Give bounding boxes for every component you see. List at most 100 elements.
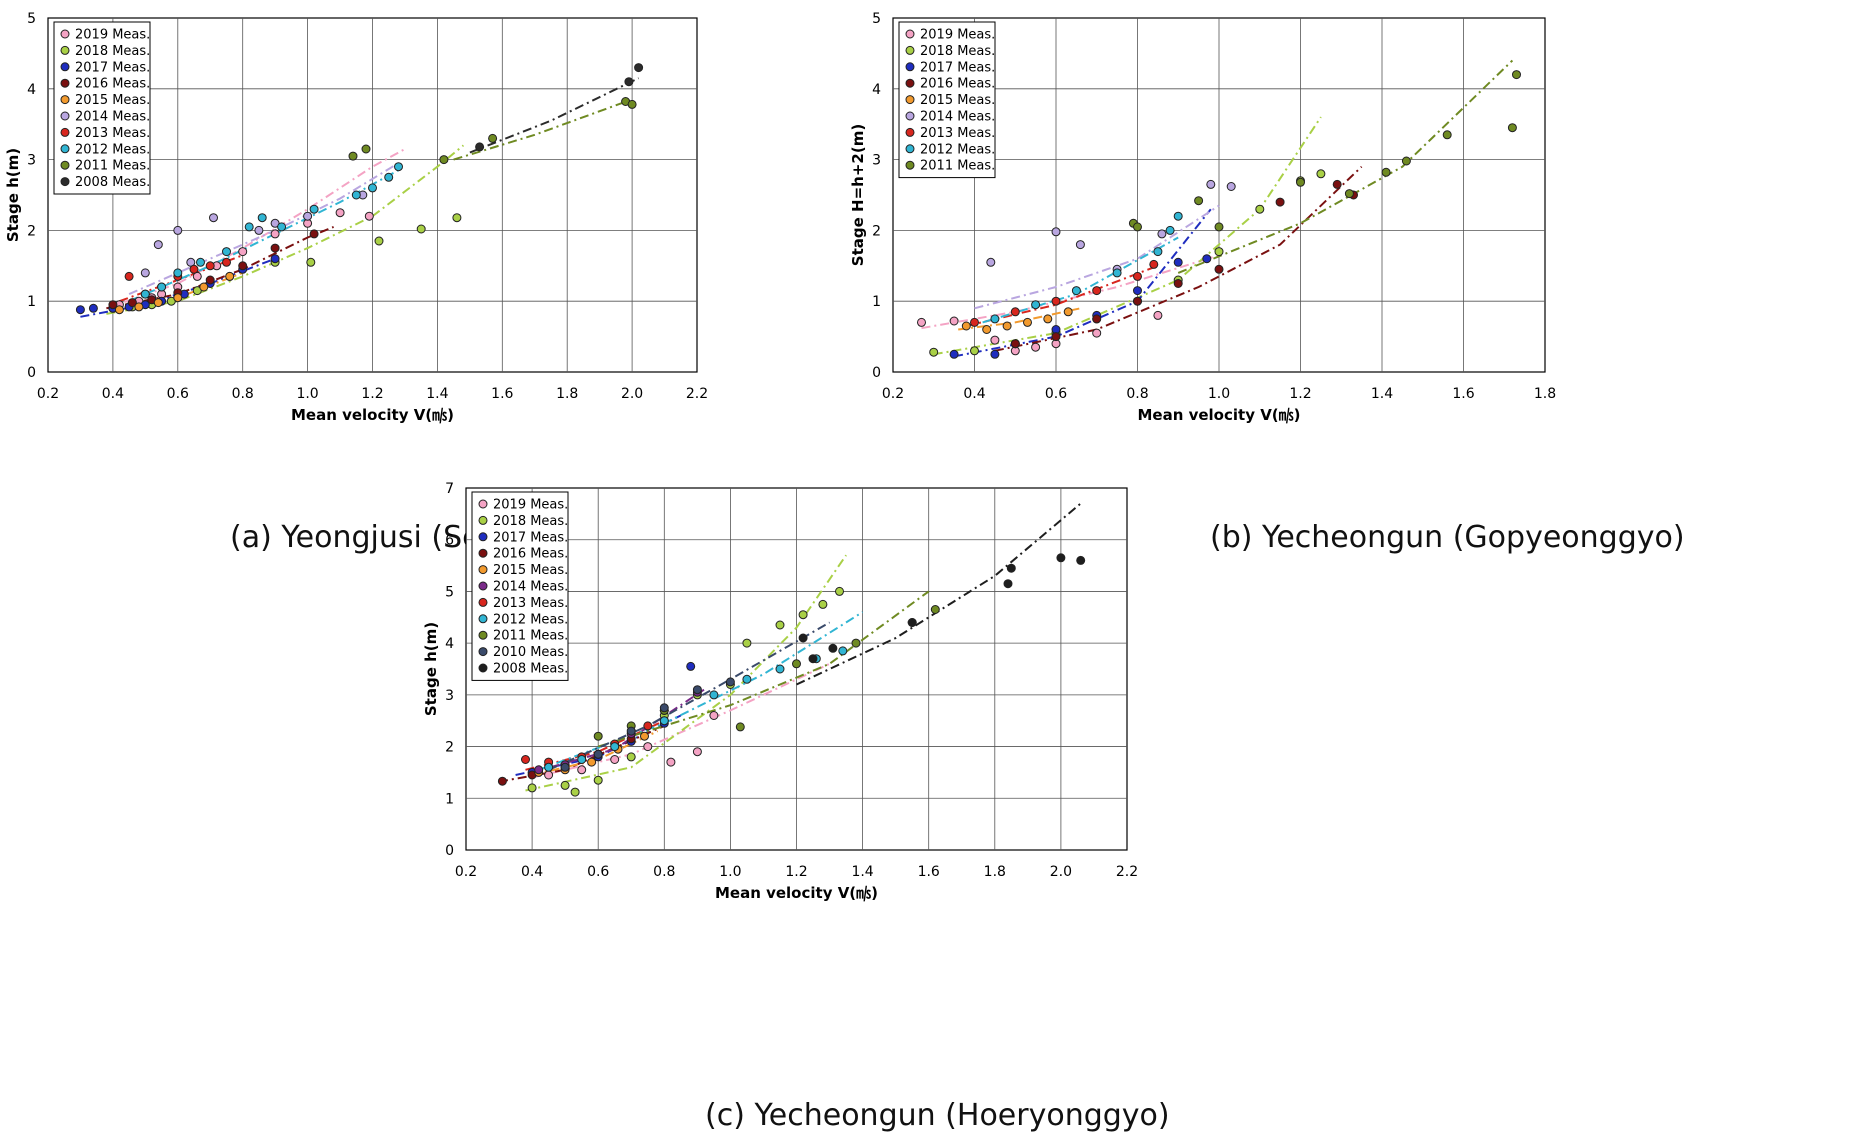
data-point xyxy=(792,659,801,669)
fit-curve xyxy=(531,662,831,779)
data-point xyxy=(970,346,979,356)
legend-marker xyxy=(478,565,488,575)
data-point xyxy=(475,142,485,152)
legend-entry: 2019 Meas. xyxy=(920,28,995,43)
data-point xyxy=(1023,317,1032,327)
data-point xyxy=(124,271,134,281)
legend-marker xyxy=(905,95,915,105)
data-point xyxy=(497,776,507,786)
data-point xyxy=(990,314,1000,324)
legend-entry: 2018 Meas. xyxy=(920,44,995,59)
x-tick-label: 0.6 xyxy=(167,386,189,402)
y-tick-label: 6 xyxy=(445,533,454,549)
data-point xyxy=(189,264,199,274)
legend-marker xyxy=(60,62,70,72)
data-point xyxy=(416,224,426,234)
x-tick-label: 1.8 xyxy=(984,864,1006,880)
data-point xyxy=(808,654,818,664)
legend-marker xyxy=(478,581,488,591)
data-point xyxy=(1214,264,1224,274)
legend-entry: 2017 Meas. xyxy=(493,530,568,545)
data-point xyxy=(534,765,544,775)
data-point xyxy=(1512,70,1521,80)
data-point xyxy=(1173,211,1183,221)
data-point xyxy=(835,586,844,596)
y-tick-label: 3 xyxy=(445,688,454,704)
data-point xyxy=(351,190,361,200)
data-point xyxy=(735,722,745,732)
data-point xyxy=(1173,279,1183,288)
data-point xyxy=(309,229,319,239)
legend-entry: 2013 Meas. xyxy=(493,596,568,611)
data-point xyxy=(1165,225,1175,235)
legend-entry: 2016 Meas. xyxy=(493,547,568,562)
x-tick-label: 0.4 xyxy=(963,386,985,402)
data-point xyxy=(277,222,287,232)
data-point xyxy=(577,765,587,775)
data-point xyxy=(488,133,498,143)
data-point xyxy=(306,257,316,267)
data-point xyxy=(1092,328,1102,338)
x-axis-label: Mean velocity V(㎧) xyxy=(291,406,454,424)
data-point xyxy=(270,229,280,239)
data-point xyxy=(225,271,235,281)
data-point xyxy=(196,257,205,267)
data-point xyxy=(1507,123,1517,133)
legend-marker xyxy=(905,160,915,170)
fit-curve xyxy=(597,590,930,748)
data-point xyxy=(907,618,917,627)
legend-entry: 2018 Meas. xyxy=(75,44,150,59)
x-tick-label: 0.2 xyxy=(37,386,59,402)
data-point xyxy=(209,213,218,223)
data-point xyxy=(930,605,940,614)
data-point xyxy=(222,257,231,267)
y-tick-label: 0 xyxy=(445,843,454,859)
data-point xyxy=(1112,268,1122,278)
data-point xyxy=(692,685,702,695)
data-point xyxy=(1157,229,1167,239)
legend-marker xyxy=(478,597,488,607)
chart-c-svg: 0.2 0.4 0.6 0.8 1.0 1.2 1.4 1.6 1.8 2.0 2.2 0 1 2 3 4 5 6… xyxy=(422,481,1138,902)
legend-marker xyxy=(478,630,488,640)
data-point xyxy=(544,762,554,772)
chart-panel-b: 0.2 0.4 0.6 0.8 1.0 1.2 1.4 1.6 1.8 0 1 2 3 4 5 Mean ve… xyxy=(849,0,1737,580)
legend-box xyxy=(898,21,996,179)
data-point xyxy=(374,236,384,246)
x-tick-label: 1.2 xyxy=(1289,386,1311,402)
legend-marker xyxy=(478,499,488,509)
x-tick-label: 0.4 xyxy=(102,386,124,402)
data-point xyxy=(1442,130,1452,140)
chart-panel-a: 0.2 0.4 0.6 0.8 1.0 1.2 1.4 1.6 1.8 2.0 2.2 0 1 2 3 4 5 M… xyxy=(0,0,880,580)
data-point xyxy=(610,742,620,752)
data-point xyxy=(1206,179,1216,189)
data-point xyxy=(626,752,636,762)
data-point xyxy=(949,349,959,359)
data-point xyxy=(1006,563,1016,573)
data-point xyxy=(742,674,752,684)
data-point xyxy=(361,144,371,154)
data-point xyxy=(593,775,603,785)
fit-curve xyxy=(106,144,465,315)
data-point xyxy=(1133,286,1142,296)
x-tick-label: 0.6 xyxy=(1045,386,1067,402)
data-point xyxy=(798,610,808,620)
data-point xyxy=(986,257,996,267)
data-point xyxy=(1071,286,1081,296)
data-point xyxy=(157,282,167,292)
data-point xyxy=(593,731,603,741)
legend-marker xyxy=(60,127,70,137)
data-point xyxy=(108,300,118,310)
data-point xyxy=(990,335,1000,345)
legend-marker xyxy=(478,647,488,657)
legend-entry: 2016 Meas. xyxy=(920,77,995,92)
y-tick-label: 1 xyxy=(872,294,881,310)
data-point xyxy=(238,261,248,271)
data-point xyxy=(709,711,719,720)
data-point xyxy=(368,183,377,193)
data-point xyxy=(309,204,319,214)
data-point xyxy=(1133,296,1142,306)
data-point xyxy=(127,298,137,308)
data-point xyxy=(88,303,98,313)
data-point xyxy=(1214,247,1224,257)
legend-marker xyxy=(478,515,488,525)
